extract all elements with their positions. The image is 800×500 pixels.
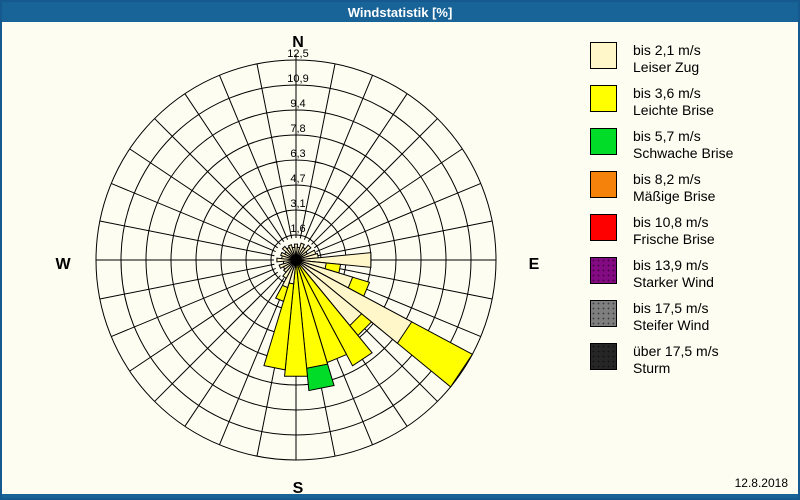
grid-spoke [219,75,289,240]
legend-speed-label: bis 17,5 m/s [633,300,709,316]
legend-class-name: Frische Brise [633,231,715,247]
legend-item: über 17,5 m/s Sturm [590,343,795,377]
grid-spoke [111,183,276,253]
legend-class-name: Leiser Zug [633,59,700,75]
grid-spoke [219,280,289,445]
grid-spoke [99,263,275,300]
legend-item: bis 3,6 m/s Leichte Brise [590,85,795,119]
grid-spoke [154,275,281,402]
grid-spoke [99,220,275,257]
window-title: Windstatistik [%] [347,4,453,20]
grid-spoke [317,263,493,300]
grid-spoke [317,220,493,257]
legend-swatch [590,171,617,198]
legend-speed-label: bis 2,1 m/s [633,42,701,58]
grid-spoke [311,118,438,245]
legend-item: bis 13,9 m/s Starker Wind [590,257,795,291]
legend-speed-label: über 17,5 m/s [633,343,719,359]
legend-item: bis 10,8 m/s Frische Brise [590,214,795,248]
legend-class-name: Steifer Wind [633,317,710,333]
ring-label: 10,9 [287,73,308,85]
legend-class-name: Sturm [633,360,671,376]
legend-class-name: Schwache Brise [633,145,734,161]
grid-spoke [307,93,408,242]
legend-speed-label: bis 3,6 m/s [633,85,701,101]
legend: bis 2,1 m/s Leiser Zug bis 3,6 m/s Leichte … [590,42,795,386]
compass-label-south: S [292,480,304,497]
legend-item: bis 17,5 m/s Steifer Wind [590,300,795,334]
windrose-bar-NbW [291,246,297,261]
legend-item: bis 5,7 m/s Schwache Brise [590,128,795,162]
legend-swatch [590,42,617,69]
legend-speed-label: bis 13,9 m/s [633,257,709,273]
ring-label: 1,6 [290,223,305,235]
grid-spoke [129,148,278,249]
legend-class-name: Leichte Brise [633,102,714,118]
compass-label-west: W [55,256,71,273]
legend-speed-label: bis 5,7 m/s [633,128,701,144]
ring-label: 6,3 [290,148,305,160]
ring-label: 12,5 [287,48,308,60]
legend-swatch [590,257,617,284]
grid-spoke [184,278,285,427]
legend-speed-label: bis 8,2 m/s [633,171,701,187]
legend-class-name: Starker Wind [633,274,714,290]
ring-label: 7,8 [290,123,305,135]
legend-swatch [590,128,617,155]
grid-spoke [314,148,463,249]
title-bar: Windstatistik [%] [2,2,798,22]
grid-spoke [184,93,285,242]
grid-spoke [111,267,276,337]
compass-label-north: N [292,34,304,51]
legend-class-name: Mäßige Brise [633,188,716,204]
legend-swatch [590,85,617,112]
legend-swatch [590,300,617,327]
grid-spoke [299,63,336,239]
ring-label: 3,1 [290,198,305,210]
date-label: 12.8.2018 [734,476,788,490]
grid-spoke [129,271,278,372]
compass-label-east: E [528,256,540,273]
legend-swatch [590,343,617,370]
ring-label: 4,7 [290,173,305,185]
grid-spoke [303,75,373,240]
legend-item: bis 2,1 m/s Leiser Zug [590,42,795,76]
legend-item: bis 8,2 m/s Mäßige Brise [590,171,795,205]
grid-spoke [316,183,481,253]
ring-label: 9,4 [290,98,305,110]
grid-spoke [256,63,293,239]
legend-speed-label: bis 10,8 m/s [633,214,709,230]
legend-swatch [590,214,617,241]
grid-spoke [154,118,281,245]
bottom-frame-bar [2,494,798,498]
